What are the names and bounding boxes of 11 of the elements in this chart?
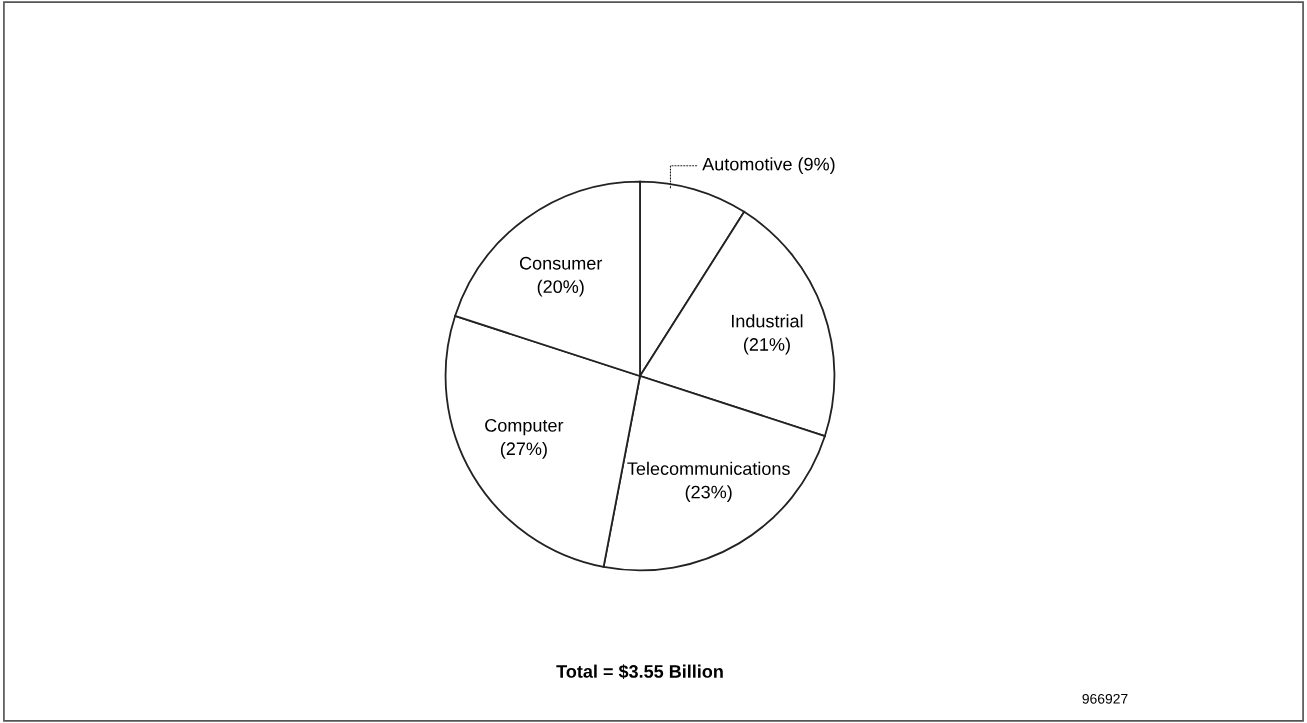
text: Total = $3.55 Billion — [556, 664, 723, 680]
slice-label: Computer — [485, 418, 564, 436]
slice-label: Telecommunications — [627, 461, 790, 476]
data-label: (21%) — [743, 337, 790, 355]
slice-label: Consumer — [519, 256, 603, 270]
data-label: (20%) — [537, 279, 584, 297]
text: 966927 — [1082, 693, 1128, 704]
data-label: (23%) — [685, 485, 732, 502]
data-label: (27%) — [500, 441, 547, 459]
slice-label: Automotive (9%) — [702, 157, 835, 175]
slice-label: Industrial — [731, 314, 803, 328]
